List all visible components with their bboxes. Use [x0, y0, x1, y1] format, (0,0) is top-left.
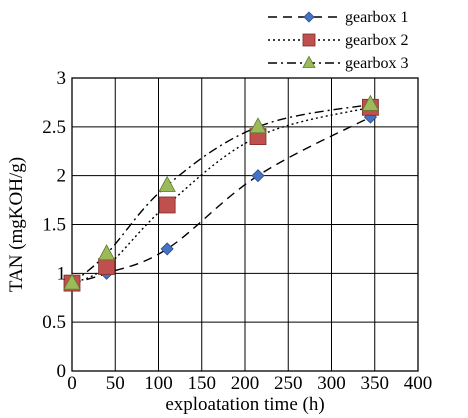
legend-item: gearbox 1 — [268, 9, 409, 26]
data-point-triangle — [249, 117, 267, 134]
data-point-square — [302, 33, 316, 47]
legend-label: gearbox 1 — [345, 9, 409, 26]
x-tick-label: 50 — [106, 373, 125, 394]
data-point-diamond — [251, 169, 265, 183]
x-tick-labels: 0 50 100 150 200 250 300 350 400 — [67, 373, 432, 394]
series-line — [71, 116, 371, 284]
data-point-diamond — [160, 242, 174, 256]
legend-label: gearbox 3 — [345, 55, 409, 72]
y-axis-title: TAN (mgKOH/g) — [6, 157, 27, 292]
legend-label: gearbox 2 — [345, 32, 409, 49]
y-tick-label: 1 — [57, 263, 67, 284]
data-point-triangle — [158, 175, 176, 192]
data-point-square — [98, 258, 115, 275]
x-tick-label: 0 — [67, 373, 77, 394]
series-lines — [71, 103, 371, 284]
y-tick-label: 2.5 — [42, 117, 66, 138]
x-tick-label: 100 — [144, 373, 173, 394]
y-tick-label: 1.5 — [42, 215, 66, 236]
legend: gearbox 1 gearbox 2 gearbox 3 — [268, 9, 409, 72]
x-axis-title: exploatation time (h) — [165, 394, 324, 415]
data-point-diamond — [303, 11, 315, 23]
data-point-triangle — [63, 273, 81, 290]
x-tick-label: 250 — [274, 373, 303, 394]
legend-item: gearbox 2 — [268, 32, 409, 49]
y-tick-label: 2 — [57, 166, 67, 187]
series-marker-group — [63, 94, 380, 290]
y-tick-label: 0 — [57, 361, 67, 382]
series-markers — [63, 94, 380, 292]
x-tick-label: 150 — [188, 373, 217, 394]
data-point-triangle — [361, 94, 380, 111]
legend-item: gearbox 3 — [268, 55, 409, 72]
series-line — [71, 106, 371, 284]
x-tick-label: 400 — [404, 373, 433, 394]
y-tick-label: 0.5 — [42, 312, 66, 333]
y-tick-label: 3 — [57, 68, 67, 89]
x-tick-label: 200 — [231, 373, 260, 394]
data-point-triangle — [302, 55, 316, 68]
grid — [71, 77, 419, 372]
data-point-square — [158, 196, 176, 214]
data-point-triangle — [97, 244, 116, 261]
y-tick-labels: 0 0.5 1 1.5 2 2.5 3 — [42, 68, 66, 382]
x-tick-label: 300 — [317, 373, 346, 394]
plot-frame — [71, 77, 419, 372]
x-tick-label: 350 — [361, 373, 390, 394]
series-line — [71, 103, 371, 284]
